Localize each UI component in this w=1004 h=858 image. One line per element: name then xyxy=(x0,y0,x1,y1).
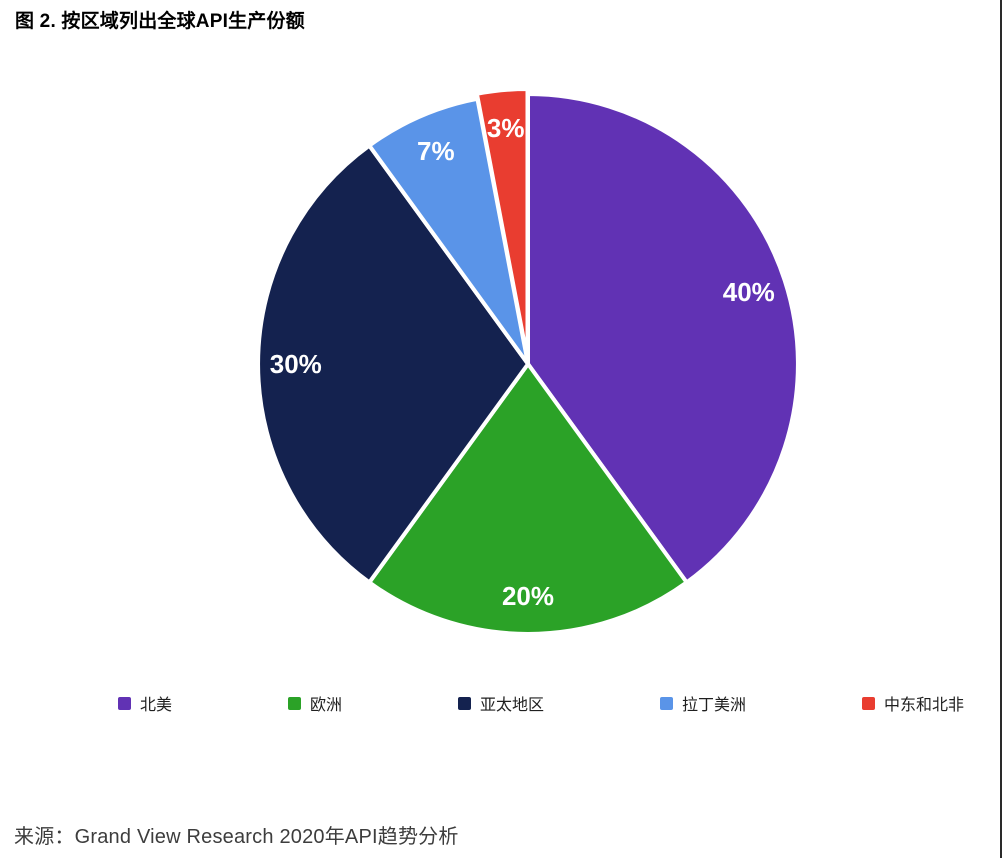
pie-slice-label-north-america: 40% xyxy=(723,277,775,307)
legend-label: 欧洲 xyxy=(309,697,342,714)
legend-swatch-icon xyxy=(659,696,673,710)
legend-item-north-america: 北美 xyxy=(118,691,172,715)
figure-title: 图 2. 按区域列出全球API生产份额 xyxy=(15,11,305,32)
source-caption: 来源：Grand View Research 2020年API趋势分析 xyxy=(14,826,459,848)
pie-slice-europe xyxy=(367,362,689,636)
legend-swatch-icon xyxy=(287,696,301,710)
pie-slice-north-america xyxy=(526,92,800,585)
legend-label: 中东和北非 xyxy=(883,697,964,714)
legend-item-latin-america: 拉丁美洲 xyxy=(659,691,746,715)
legend: 北美 欧洲 亚太地区 拉丁美洲 中东和北非 xyxy=(118,691,964,715)
pie-slice-label-latin-america: 7% xyxy=(417,136,455,166)
legend-swatch-icon xyxy=(457,696,471,710)
legend-swatch-icon xyxy=(118,696,131,710)
legend-label: 亚太地区 xyxy=(479,697,544,714)
pie-slice-label-mena: 3% xyxy=(487,113,525,143)
legend-item-europe: 欧洲 xyxy=(287,691,342,715)
pie-slice-latin-america xyxy=(367,96,530,366)
pie-slice-mena xyxy=(474,87,530,361)
page-edge-line xyxy=(1000,0,1002,858)
pie-chart: 40% 20% 30% 7% 3% xyxy=(256,87,800,636)
legend-label: 北美 xyxy=(140,697,173,714)
pie-slice-label-asia-pacific: 30% xyxy=(270,349,322,379)
legend-item-asia-pacific: 亚太地区 xyxy=(457,691,544,715)
legend-item-mena: 中东和北非 xyxy=(861,691,964,715)
legend-label: 拉丁美洲 xyxy=(681,697,746,714)
legend-swatch-icon xyxy=(861,696,875,710)
pie-slice-label-europe: 20% xyxy=(502,581,554,611)
pie-slice-asia-pacific xyxy=(256,143,530,585)
